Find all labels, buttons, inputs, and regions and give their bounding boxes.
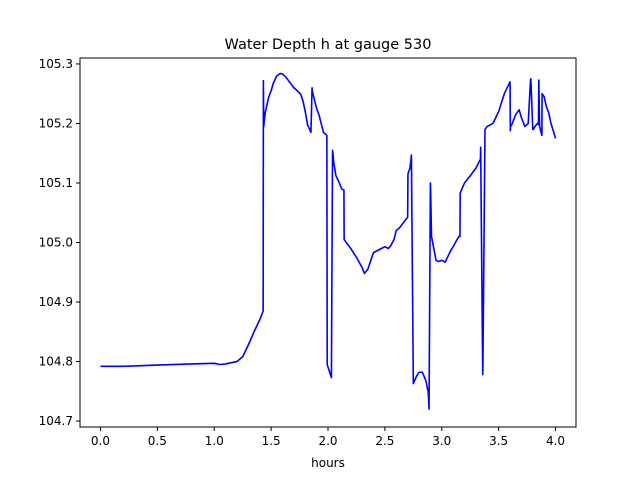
x-tick-label: 3.0	[432, 434, 451, 448]
x-tick-label: 1.0	[205, 434, 224, 448]
y-tick-label: 105.2	[39, 116, 73, 130]
y-tick-label: 104.9	[39, 295, 73, 309]
x-tick-label: 0.5	[148, 434, 167, 448]
x-tick-label: 4.0	[546, 434, 565, 448]
plot-area: 0.0 0.5 1.0 1.5 2.0 2.5 3.0 3.5 4.0 104.7 104.8 104…	[39, 57, 577, 448]
x-axis-label: hours	[311, 456, 345, 470]
x-tick-label: 2.0	[318, 434, 337, 448]
x-tick-label: 2.5	[375, 434, 394, 448]
y-tick-label: 105.3	[39, 57, 73, 71]
y-tick-label: 105.0	[39, 236, 73, 250]
y-tick-label: 104.7	[39, 414, 73, 428]
x-tick-label: 0.0	[91, 434, 110, 448]
series-line-0	[100, 72, 557, 410]
chart-title: Water Depth h at gauge 530	[225, 37, 432, 53]
x-tick-label: 1.5	[262, 434, 281, 448]
x-tick-label: 3.5	[489, 434, 508, 448]
y-tick-label: 104.8	[39, 355, 73, 369]
y-tick-label: 105.1	[39, 176, 73, 190]
